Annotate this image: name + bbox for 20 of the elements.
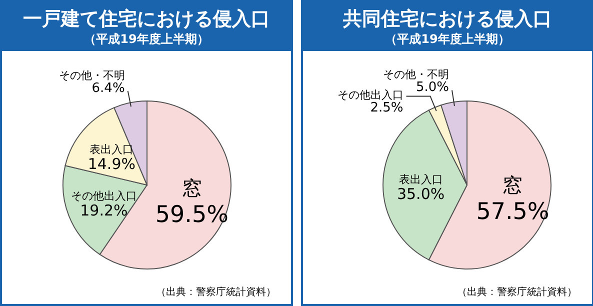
data-label: 5.0% (416, 80, 449, 96)
chart-subtitle: （平成19年度上半期） (385, 32, 510, 46)
slice-label: 表出入口 (398, 173, 443, 186)
chart-title: 一戸建て住宅における侵入口 (23, 8, 270, 30)
data-label: 6.4% (92, 80, 125, 96)
data-label: 35.0% (396, 185, 445, 203)
chart-title: 共同住宅における侵入口 (342, 8, 552, 30)
slice-label: その他・不明 (382, 68, 449, 82)
slice-label: その他出入口 (337, 88, 404, 102)
data-label: 19.2% (80, 202, 128, 220)
slice-label: 表出入口 (90, 143, 134, 156)
data-label: 14.9% (88, 155, 136, 174)
text: （出典：警察庁統計資料） (457, 286, 577, 298)
slice-label: その他出入口 (70, 190, 137, 203)
slice-label: その他・不明 (58, 68, 125, 82)
data-label: 2.5% (370, 100, 404, 116)
slice-label: 窓 (182, 176, 202, 200)
slice-label: 窓 (502, 172, 523, 197)
text: （出典：警察庁統計資料） (156, 286, 276, 298)
chart-subtitle: （平成19年度上半期） (84, 32, 209, 46)
